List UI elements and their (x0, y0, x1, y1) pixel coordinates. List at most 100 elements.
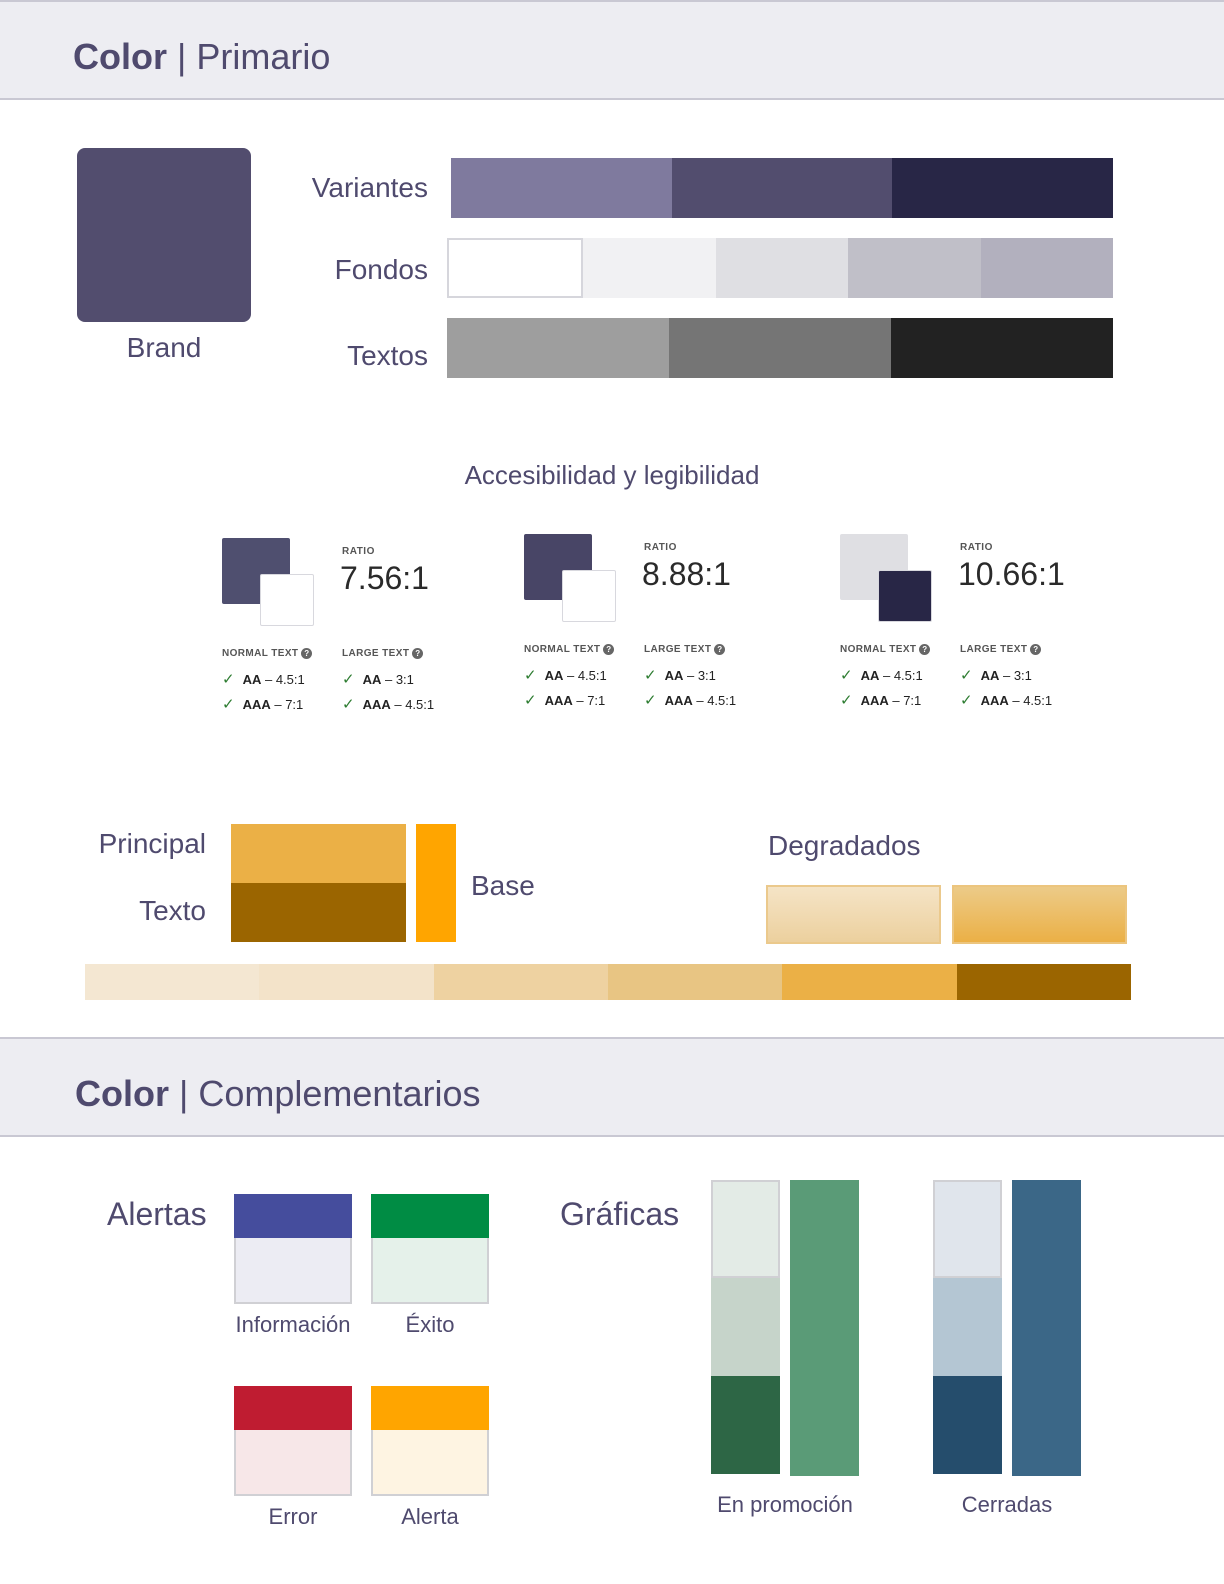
variantes-swatch-1 (451, 158, 672, 218)
primary-header: Color | Primario (0, 0, 1224, 100)
alert-color-swatch (371, 1386, 489, 1430)
gold-scale-strip (85, 964, 1131, 1000)
contrast-bg-swatch (878, 570, 932, 622)
alert-background-swatch (234, 1238, 352, 1304)
check-icon: ✓ (222, 696, 235, 713)
alert-color-swatch (234, 1194, 352, 1238)
textos-swatch-2 (669, 318, 891, 378)
help-icon[interactable]: ? (714, 644, 726, 655)
chart-stack-swatch-2 (933, 1278, 1002, 1376)
normal-text-check-row: ✓ AA – 4.5:1 (222, 671, 305, 688)
normal-text-heading: NORMAL TEXT? (222, 648, 313, 659)
chart-solid-swatch (1012, 1180, 1081, 1476)
accessibility-title: Accesibilidad y legibilidad (464, 460, 760, 490)
large-text-heading: LARGE TEXT? (644, 644, 726, 655)
textos-strip (447, 318, 1113, 378)
fondos-swatch-4 (848, 238, 981, 298)
gold-scale-swatch-6 (956, 964, 1131, 1000)
chart-stack-swatch-1 (933, 1180, 1002, 1278)
normal-text-heading: NORMAL TEXT? (840, 644, 931, 655)
variantes-label: Variantes (311, 172, 428, 203)
contrast-card: RATIO 7.56:1 NORMAL TEXT? LARGE TEXT? ✓ A… (192, 518, 492, 728)
ratio-value: 10.66:1 (958, 556, 1065, 592)
textos-swatch-1 (447, 318, 669, 378)
large-text-check-row: ✓ AA – 3:1 (644, 667, 716, 684)
fondos-swatch-5 (980, 238, 1114, 298)
alertas-label: Alertas (107, 1196, 207, 1232)
complement-header-title: Color | Complementarios (75, 1073, 481, 1114)
variantes-strip (451, 158, 1114, 218)
normal-text-check-row: ✓ AAA – 7:1 (524, 692, 606, 709)
large-text-check-row: ✓ AAA – 4.5:1 (644, 692, 737, 709)
help-icon[interactable]: ? (412, 648, 424, 659)
graficas-label: Gráficas (560, 1196, 680, 1232)
check-icon: ✓ (644, 692, 657, 709)
complement-header: Color | Complementarios (0, 1037, 1224, 1137)
normal-text-check-row: ✓ AAA – 7:1 (222, 696, 304, 713)
check-icon: ✓ (524, 692, 537, 709)
base-label: Base (471, 870, 535, 901)
texto-swatch (231, 883, 406, 942)
normal-text-check-row: ✓ AA – 4.5:1 (524, 667, 607, 684)
alert-label: Información (235, 1312, 351, 1337)
alert-label: Éxito (405, 1312, 455, 1337)
normal-text-check-row: ✓ AAA – 7:1 (840, 692, 922, 709)
gradient-swatch-dark (952, 885, 1127, 944)
contrast-bg-swatch (562, 570, 616, 622)
alert-label: Error (268, 1504, 318, 1529)
texto-label: Texto (139, 895, 206, 926)
ratio-caption: RATIO (342, 546, 375, 557)
fondos-label: Fondos (334, 254, 428, 285)
alert-color-swatch (234, 1386, 352, 1430)
contrast-bg-swatch (260, 574, 314, 626)
chart-solid-swatch (790, 1180, 859, 1476)
help-icon[interactable]: ? (603, 644, 615, 655)
large-text-heading: LARGE TEXT? (342, 648, 424, 659)
ratio-value: 8.88:1 (642, 556, 731, 592)
brand-swatch (77, 148, 251, 322)
chart-stack-swatch-3 (711, 1376, 780, 1474)
chart-stack-swatch-3 (933, 1376, 1002, 1474)
check-icon: ✓ (960, 667, 973, 684)
ratio-value: 7.56:1 (340, 560, 429, 596)
textos-label: Textos (347, 340, 428, 371)
principal-swatch (231, 824, 406, 883)
large-text-check-row: ✓ AA – 3:1 (342, 671, 414, 688)
gold-scale-swatch-1 (85, 964, 260, 1000)
variantes-swatch-3 (892, 158, 1114, 218)
normal-text-heading: NORMAL TEXT? (524, 644, 615, 655)
help-icon[interactable]: ? (301, 648, 313, 659)
contrast-card: RATIO 10.66:1 NORMAL TEXT? LARGE TEXT? ✓… (810, 514, 1110, 724)
alert-background-swatch (371, 1430, 489, 1496)
chart-stack-swatch-1 (711, 1180, 780, 1278)
check-icon: ✓ (644, 667, 657, 684)
textos-swatch-3 (891, 318, 1113, 378)
check-icon: ✓ (342, 696, 355, 713)
principal-label: Principal (98, 828, 206, 859)
alert-label: Alerta (401, 1504, 459, 1529)
primary-header-title: Color | Primario (73, 36, 331, 77)
fondos-strip (447, 238, 1114, 298)
check-icon: ✓ (840, 667, 853, 684)
ratio-caption: RATIO (644, 542, 677, 553)
gold-scale-swatch-2 (259, 964, 434, 1000)
chart-group-label: En promoción (717, 1492, 853, 1517)
help-icon[interactable]: ? (919, 644, 931, 655)
brand-label: Brand (126, 332, 202, 363)
normal-text-check-row: ✓ AA – 4.5:1 (840, 667, 923, 684)
chart-stack-swatch-2 (711, 1278, 780, 1376)
ratio-caption: RATIO (960, 542, 993, 553)
degradados-label: Degradados (768, 830, 921, 861)
help-icon[interactable]: ? (1030, 644, 1042, 655)
alert-background-swatch (371, 1238, 489, 1304)
large-text-check-row: ✓ AAA – 4.5:1 (960, 692, 1053, 709)
fondos-swatch-2 (583, 238, 716, 298)
large-text-heading: LARGE TEXT? (960, 644, 1042, 655)
gold-scale-swatch-5 (782, 964, 957, 1000)
large-text-check-row: ✓ AA – 3:1 (960, 667, 1032, 684)
check-icon: ✓ (840, 692, 853, 709)
contrast-card: RATIO 8.88:1 NORMAL TEXT? LARGE TEXT? ✓ A… (494, 514, 794, 724)
gold-scale-swatch-4 (607, 964, 783, 1000)
fondos-swatch-1 (447, 238, 584, 298)
check-icon: ✓ (342, 671, 355, 688)
